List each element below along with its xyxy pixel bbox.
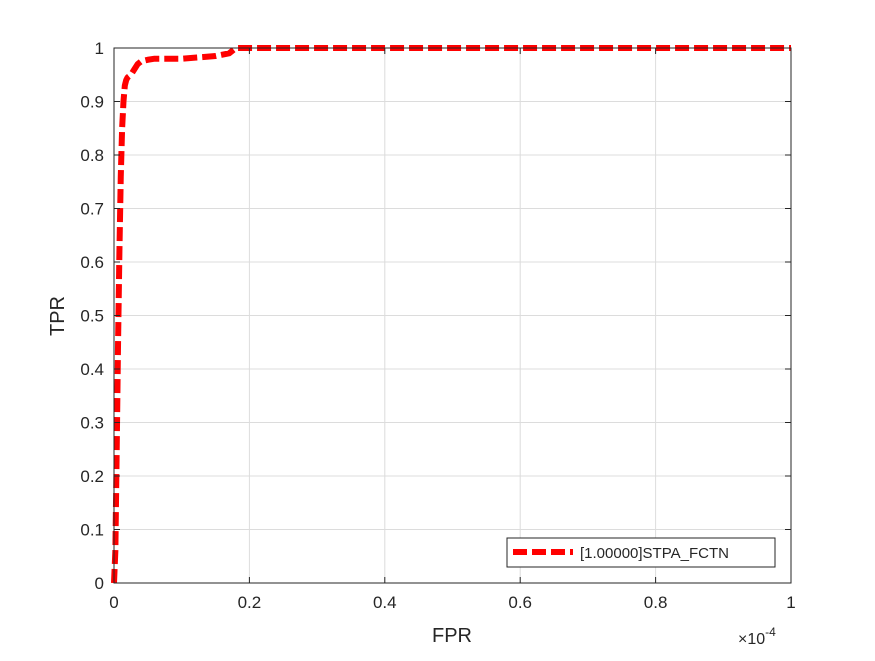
y-tick-label: 0.9 <box>80 93 104 112</box>
x-tick-label: 1 <box>786 593 795 612</box>
y-tick-label: 0.1 <box>80 521 104 540</box>
x-tick-label: 0.4 <box>373 593 397 612</box>
y-axis-label: TPR <box>47 296 69 336</box>
x-tick-label: 0.8 <box>644 593 668 612</box>
grid-lines <box>113 47 792 584</box>
y-tick-label: 0.2 <box>80 467 104 486</box>
x-exponent-base: ×10 <box>738 631 765 648</box>
x-axis-label: FPR <box>432 625 472 647</box>
x-tick-label: 0.2 <box>238 593 262 612</box>
y-tick-label: 0.3 <box>80 414 104 433</box>
legend-label: [1.00000]STPA_FCTN <box>580 545 729 562</box>
y-tick-label: 1 <box>95 39 104 58</box>
y-tick-label: 0.7 <box>80 200 104 219</box>
y-tick-label: 0 <box>95 574 104 593</box>
x-exponent-power: -4 <box>765 625 776 639</box>
y-tick-label: 0.5 <box>80 307 104 326</box>
y-tick-label: 0.4 <box>80 360 104 379</box>
x-exponent-label: ×10-4 <box>738 625 776 648</box>
legend: [1.00000]STPA_FCTN <box>506 537 776 568</box>
tick-layer: 0 0.2 0.4 0.6 0.8 1 0 0.1 0.2 0.3 0.4 0.5 0.6 0.7 0.8 0… <box>80 39 795 612</box>
x-tick-label: 0.6 <box>508 593 532 612</box>
y-tick-label: 0.6 <box>80 253 104 272</box>
x-tick-label: 0 <box>109 593 118 612</box>
y-tick-label: 0.8 <box>80 146 104 165</box>
